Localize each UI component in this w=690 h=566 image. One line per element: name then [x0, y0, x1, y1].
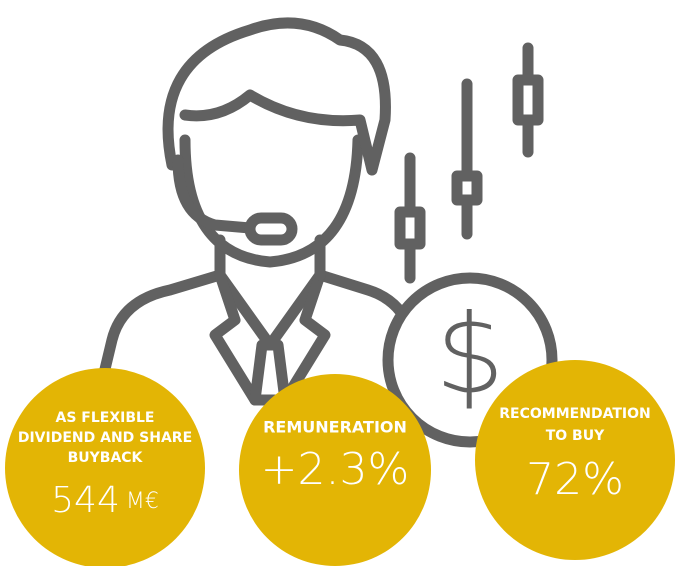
circle [475, 360, 675, 560]
label: TO BUY [546, 428, 605, 444]
candle-body [451, 170, 483, 206]
value-number: 544 [51, 480, 120, 521]
face [179, 134, 364, 268]
hair [162, 17, 391, 176]
circle [239, 374, 431, 566]
icon: $ [94, 17, 558, 448]
value: 544 M€ [51, 480, 159, 521]
headset-mic [172, 154, 256, 234]
label: DIVIDEND AND SHARE [18, 430, 192, 446]
circle [5, 368, 205, 566]
value: +2.3% [261, 444, 410, 495]
candle-body [512, 74, 544, 126]
label: REMUNERATION [263, 418, 407, 437]
label: RECOMMENDATION [499, 406, 650, 422]
value: 72% [526, 454, 624, 505]
collar [209, 269, 331, 406]
label: AS FLEXIBLE [56, 410, 155, 426]
dollar-sign: $ [435, 290, 505, 418]
label: BUYBACK [68, 450, 144, 466]
mic [244, 212, 298, 246]
shoulders [94, 269, 416, 396]
candle-body [394, 206, 426, 250]
value-unit: M€ [126, 489, 159, 514]
